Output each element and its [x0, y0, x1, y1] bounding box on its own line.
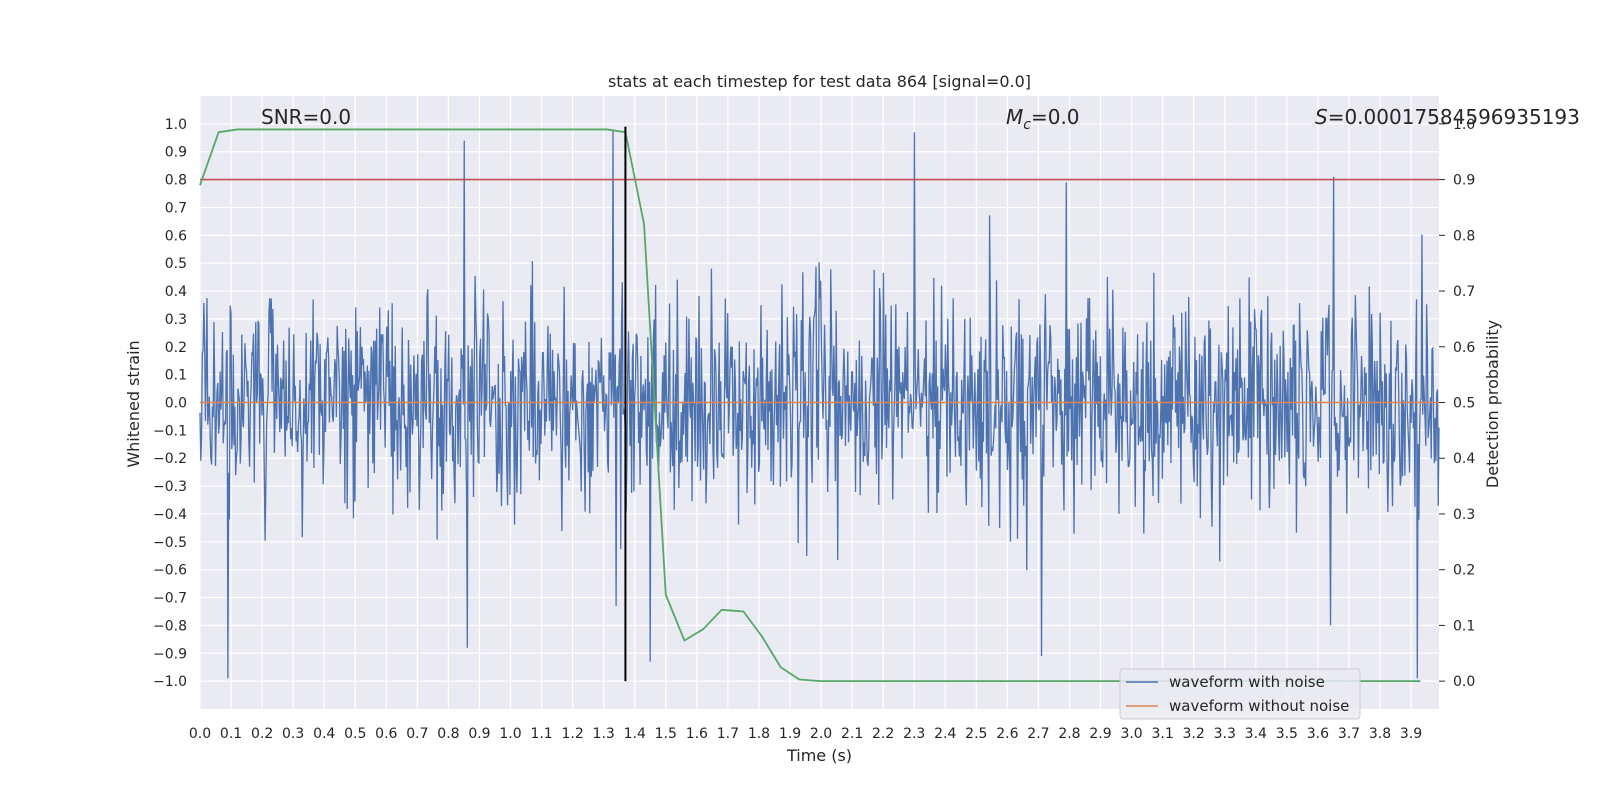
- y2-tick-label: 1.0: [1453, 117, 1475, 133]
- y-tick-label: 0.1: [165, 368, 187, 384]
- x-tick-label: 1.1: [530, 726, 552, 742]
- x-tick-label: 0.5: [344, 726, 366, 742]
- x-tick-label: 2.6: [996, 726, 1018, 742]
- x-tick-label: 0.0: [189, 726, 211, 742]
- x-tick-label: 2.8: [1058, 726, 1080, 742]
- x-tick-label: 1.2: [561, 726, 583, 742]
- x-tick-label: 2.7: [1027, 726, 1049, 742]
- x-tick-label: 1.0: [499, 726, 521, 742]
- y-tick-label: −0.4: [153, 507, 187, 523]
- s-value: =0.00017584596935193: [1328, 105, 1580, 129]
- x-tick-label: 1.3: [593, 726, 615, 742]
- s-symbol: S: [1315, 105, 1328, 129]
- x-tick-label: 1.8: [748, 726, 770, 742]
- mc-value: =0.0: [1031, 105, 1080, 129]
- y2-tick-label: 0.1: [1453, 618, 1475, 634]
- x-tick-label: 0.4: [313, 726, 335, 742]
- y-tick-label: 0.9: [165, 145, 187, 161]
- x-tick-label: 2.9: [1089, 726, 1111, 742]
- x-tick-label: 0.3: [282, 726, 304, 742]
- x-tick-label: 2.1: [841, 726, 863, 742]
- y2-tick-label: 0.9: [1453, 173, 1475, 189]
- legend-entry-clean: waveform without noise: [1169, 697, 1349, 715]
- y2-tick-label: 0.3: [1453, 507, 1475, 523]
- y-tick-label: 0.7: [165, 200, 187, 216]
- mc-annotation: Mc=0.0: [1006, 105, 1080, 133]
- y-tick-label: 0.5: [165, 256, 187, 272]
- y-tick-label: −1.0: [153, 674, 187, 690]
- mc-symbol: M: [1006, 105, 1023, 129]
- legend-box: [1119, 668, 1361, 720]
- x-tick-label: 3.1: [1151, 726, 1173, 742]
- y2-axis-label: Detection probability: [1483, 320, 1502, 488]
- noisy-waveform-series: [199, 129, 1440, 679]
- x-tick-label: 0.1: [220, 726, 242, 742]
- y2-tick-label: 0.4: [1453, 451, 1475, 467]
- y-tick-label: 0.6: [165, 228, 187, 244]
- chart-title: stats at each timestep for test data 864…: [608, 72, 1031, 91]
- y2-tick-label: 0.2: [1453, 563, 1475, 579]
- y2-tick-label: 0.6: [1453, 340, 1475, 356]
- y-axis-label: Whitened strain: [124, 340, 143, 467]
- x-tick-label: 1.6: [686, 726, 708, 742]
- x-tick-label: 0.7: [406, 726, 428, 742]
- x-tick-label: 3.2: [1183, 726, 1205, 742]
- x-tick-label: 3.8: [1369, 726, 1391, 742]
- x-tick-label: 3.5: [1276, 726, 1298, 742]
- y-tick-label: −0.7: [153, 591, 187, 607]
- mc-subscript: c: [1023, 117, 1031, 133]
- x-tick-label: 3.9: [1400, 726, 1422, 742]
- snr-annotation: SNR=0.0: [261, 105, 351, 129]
- x-tick-label: 3.4: [1245, 726, 1267, 742]
- x-tick-label: 0.6: [375, 726, 397, 742]
- x-tick-label: 2.0: [810, 726, 832, 742]
- series-detection-probability: [199, 128, 1421, 683]
- legend-entry-noisy: waveform with noise: [1169, 673, 1325, 691]
- y-tick-label: 0.2: [165, 340, 187, 356]
- x-tick-label: 2.5: [965, 726, 987, 742]
- x-tick-label: 1.7: [717, 726, 739, 742]
- x-tick-label: 3.3: [1214, 726, 1236, 742]
- y-tick-label: 0.0: [165, 396, 187, 412]
- y2-tick-label: 0.0: [1453, 674, 1475, 690]
- x-tick-label: 2.4: [934, 726, 956, 742]
- x-tick-label: 1.4: [624, 726, 646, 742]
- x-tick-label: 3.0: [1120, 726, 1142, 742]
- overlay-lines: [199, 126, 1439, 683]
- axis-ticks: 0.0 0.1 0.2 0.3 0.4 0.5 0.6 0.7 0.8 0.9 1.0 1.1 1.2 1…: [153, 117, 1475, 742]
- x-tick-label: 0.8: [437, 726, 459, 742]
- y-tick-label: 1.0: [165, 117, 187, 133]
- x-axis-label: Time (s): [786, 746, 852, 765]
- y-tick-label: 0.4: [165, 284, 187, 300]
- y-tick-label: −0.5: [153, 535, 187, 551]
- x-tick-label: 2.3: [903, 726, 925, 742]
- y-tick-label: −0.6: [153, 563, 187, 579]
- s-annotation: S=0.00017584596935193: [1315, 105, 1580, 129]
- y-tick-label: −0.8: [153, 618, 187, 634]
- x-tick-label: 2.2: [872, 726, 894, 742]
- x-tick-label: 0.9: [468, 726, 490, 742]
- y-tick-label: −0.2: [153, 451, 187, 467]
- y-tick-label: −0.3: [153, 479, 187, 495]
- series-waveform-with-noise: [199, 129, 1440, 679]
- x-tick-label: 1.9: [779, 726, 801, 742]
- x-tick-label: 0.2: [251, 726, 273, 742]
- x-tick-label: 3.6: [1307, 726, 1329, 742]
- y-tick-label: −0.1: [153, 423, 187, 439]
- legend: waveform with noise waveform without noi…: [1119, 668, 1361, 720]
- y2-tick-label: 0.7: [1453, 284, 1475, 300]
- x-tick-label: 1.5: [655, 726, 677, 742]
- y-tick-label: −0.9: [153, 646, 187, 662]
- y-tick-label: 0.3: [165, 312, 187, 328]
- y2-tick-label: 0.8: [1453, 228, 1475, 244]
- y-tick-label: 0.8: [165, 173, 187, 189]
- x-tick-label: 3.7: [1338, 726, 1360, 742]
- y2-tick-label: 0.5: [1453, 396, 1475, 412]
